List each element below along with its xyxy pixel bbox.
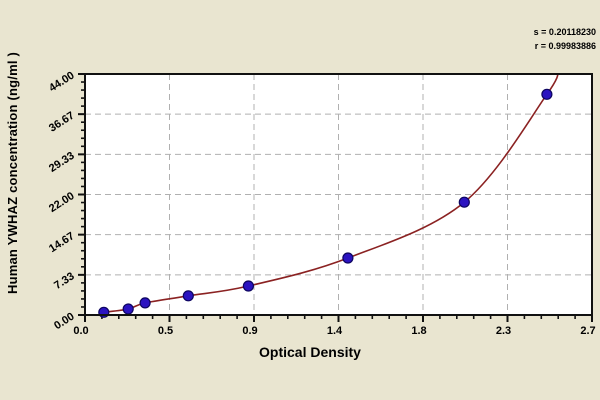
x-tick-label: 0.0 <box>73 325 88 337</box>
y-tick-label: 22.00 <box>47 190 77 215</box>
data-point <box>342 252 354 264</box>
y-axis-title: Human YWHAZ concentration (ng/ml ) <box>5 52 20 295</box>
y-tick-label: 14.67 <box>47 230 77 255</box>
y-tick-label: 36.67 <box>47 110 77 135</box>
y-tick-label: 29.33 <box>47 150 77 175</box>
x-tick-label: 2.3 <box>496 325 511 337</box>
data-point <box>139 297 151 309</box>
x-tick-label: 1.4 <box>327 325 343 337</box>
y-tick-label: 44.00 <box>47 69 77 94</box>
x-axis-title: Optical Density <box>259 344 361 360</box>
x-tick-label: 1.8 <box>411 325 426 337</box>
fit-r-value: r = 0.99983886 <box>534 41 596 51</box>
x-tick-label: 2.7 <box>580 325 595 337</box>
x-tick-label: 0.5 <box>158 325 173 337</box>
standard-curve-line <box>103 74 559 314</box>
data-point <box>242 280 254 292</box>
data-point <box>122 303 134 315</box>
fit-s-value: s = 0.20118230 <box>533 27 596 37</box>
data-point <box>541 88 553 100</box>
plot-frame <box>84 73 593 316</box>
data-point <box>458 196 470 208</box>
fit-statistics: s = 0.20118230 r = 0.99983886 <box>534 25 596 53</box>
x-tick-label: 0.9 <box>242 325 257 337</box>
y-tick-label: 7.33 <box>52 270 77 292</box>
data-point <box>182 290 194 302</box>
